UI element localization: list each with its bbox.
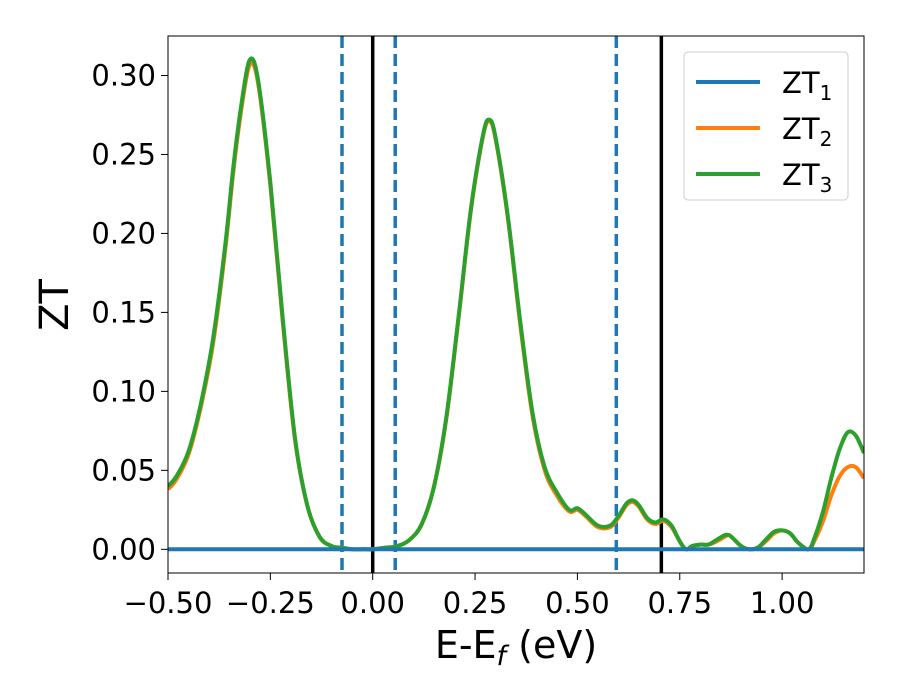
legend-box (683, 51, 849, 201)
legend-label: ZT3 (782, 158, 832, 197)
x-tick-label: 0.50 (545, 586, 610, 620)
legend: ZT1 ZT2 ZT3 (683, 51, 849, 201)
x-axis-ticks: −0.50 −0.25 0.00 0.25 0.50 0.75 1.00 (124, 573, 815, 620)
series-line-zt3 (168, 56, 864, 552)
y-tick-label: 0.15 (91, 295, 156, 329)
legend-label: ZT2 (782, 112, 832, 151)
x-tick-label: −0.25 (226, 586, 315, 620)
y-tick-label: 0.10 (91, 374, 156, 408)
y-tick-label: 0.05 (91, 453, 156, 487)
y-axis-ticks: 0.00 0.05 0.10 0.15 0.20 0.25 0.30 (91, 58, 168, 566)
legend-label: ZT1 (782, 66, 832, 105)
series-lines (168, 56, 864, 552)
plot-frame (167, 35, 865, 574)
x-tick-label: −0.50 (124, 586, 213, 620)
x-axis-label: E-Ef (eV) (435, 623, 597, 672)
y-axis-label: ZT (32, 279, 78, 331)
x-tick-label: 0.75 (647, 586, 712, 620)
y-tick-label: 0.25 (91, 137, 156, 171)
x-tick-label: 0.00 (340, 586, 405, 620)
y-tick-label: 0.20 (91, 216, 156, 250)
x-tick-label: 1.00 (750, 586, 815, 620)
reference-lines (340, 36, 664, 573)
y-tick-label: 0.30 (91, 58, 156, 92)
x-tick-label: 0.25 (443, 586, 508, 620)
y-tick-label: 0.00 (91, 532, 156, 566)
